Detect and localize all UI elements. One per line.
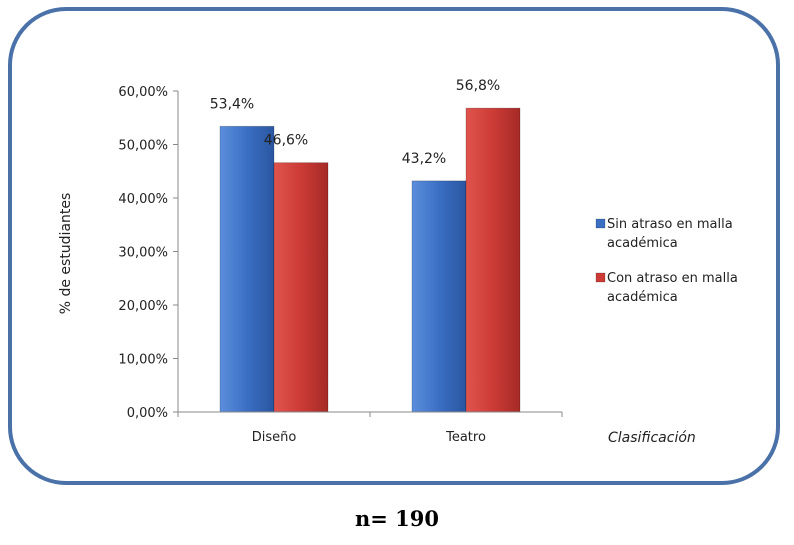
- data-label: 46,6%: [264, 133, 308, 149]
- bar-diseño-series-1: [219, 125, 275, 413]
- x-category-label: Diseño: [252, 430, 297, 445]
- legend-label: académica: [607, 236, 678, 251]
- legend: Sin atraso en malla académica Con atraso e…: [595, 217, 738, 305]
- legend-label: académica: [607, 290, 678, 305]
- y-tick-label: 10,00%: [118, 353, 168, 368]
- legend-swatch-series-2: [595, 272, 606, 283]
- y-tick-label: 60,00%: [118, 85, 168, 100]
- bar-teatro-series-2: [465, 107, 521, 413]
- bar-diseño-series-2: [273, 162, 329, 413]
- legend-swatch-series-1: [595, 218, 606, 229]
- legend-label: Sin atraso en malla: [607, 217, 733, 232]
- legend-label: Con atraso en malla: [607, 271, 738, 286]
- y-tick-label: 0,00%: [127, 406, 168, 421]
- data-label: 56,8%: [456, 78, 500, 94]
- y-axis-title: % de estudiantes: [58, 193, 74, 315]
- y-tick-label: 50,00%: [118, 139, 168, 154]
- chart-svg: 0,00% 10,00% 20,00% 30,00% 40,00% 50,00% 60,00…: [58, 78, 738, 446]
- y-tick-label: 40,00%: [118, 192, 168, 207]
- data-label: 53,4%: [210, 96, 254, 112]
- chart-frame: [8, 7, 780, 485]
- data-label: 43,2%: [402, 151, 446, 167]
- y-tick-label: 20,00%: [118, 299, 168, 314]
- x-category-label: Teatro: [445, 430, 486, 445]
- bar-teatro-series-1: [411, 180, 467, 413]
- sample-size-note: n= 190: [354, 506, 439, 531]
- y-tick-label: 30,00%: [118, 246, 168, 261]
- x-axis-title: Clasificación: [608, 430, 696, 446]
